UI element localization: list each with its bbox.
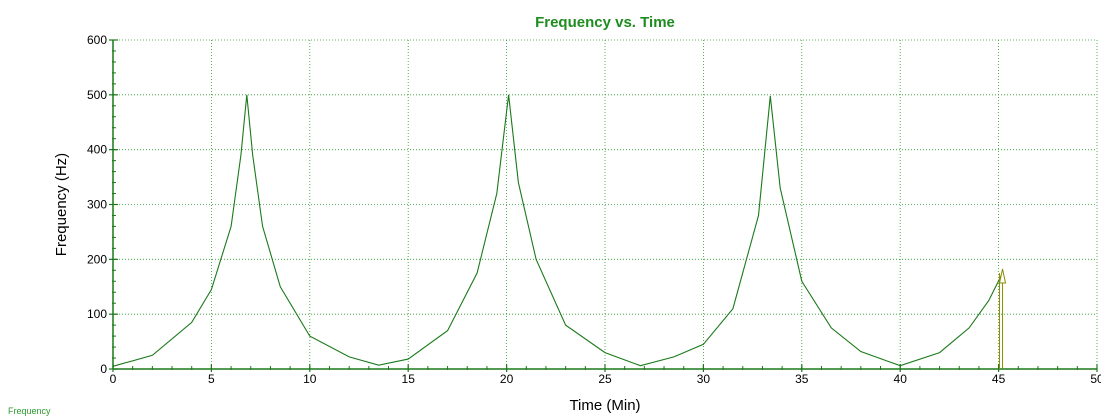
y-tick-label: 0 bbox=[100, 362, 107, 376]
y-tick-label: 400 bbox=[87, 143, 107, 157]
x-axis-ticks: 0 5 10 15 20 25 30 35 40 45 50 bbox=[110, 364, 1101, 386]
x-tick-label: 5 bbox=[208, 372, 215, 386]
y-tick-label: 200 bbox=[87, 252, 107, 266]
x-tick-label: 0 bbox=[110, 372, 117, 386]
x-tick-label: 40 bbox=[894, 372, 908, 386]
y-tick-label: 500 bbox=[87, 88, 107, 102]
x-axis-label: Time (Min) bbox=[569, 397, 640, 414]
marker-layer bbox=[998, 268, 1007, 369]
y-axis-label: Frequency (Hz) bbox=[53, 153, 70, 256]
x-tick-label: 50 bbox=[1090, 372, 1101, 386]
series-line-frequency bbox=[112, 94, 1003, 367]
y-tick-label: 600 bbox=[87, 33, 107, 47]
legend-item-frequency[interactable]: Frequency bbox=[8, 406, 51, 416]
y-tick-label: 300 bbox=[87, 198, 107, 212]
y-axis-ticks: 0 100 200 300 400 500 600 bbox=[87, 33, 118, 376]
x-tick-label: 30 bbox=[697, 372, 711, 386]
x-tick-label: 45 bbox=[992, 372, 1006, 386]
x-tick-label: 35 bbox=[795, 372, 809, 386]
x-tick-label: 20 bbox=[500, 372, 514, 386]
series-layer bbox=[112, 94, 1003, 367]
grid-lines bbox=[113, 39, 1098, 369]
x-tick-label: 25 bbox=[598, 372, 612, 386]
y-tick-label: 100 bbox=[87, 307, 107, 321]
x-tick-label: 10 bbox=[303, 372, 317, 386]
marker-triangle-icon bbox=[998, 268, 1007, 284]
x-tick-label: 15 bbox=[402, 372, 416, 386]
chart-title: Frequency vs. Time bbox=[535, 14, 675, 31]
